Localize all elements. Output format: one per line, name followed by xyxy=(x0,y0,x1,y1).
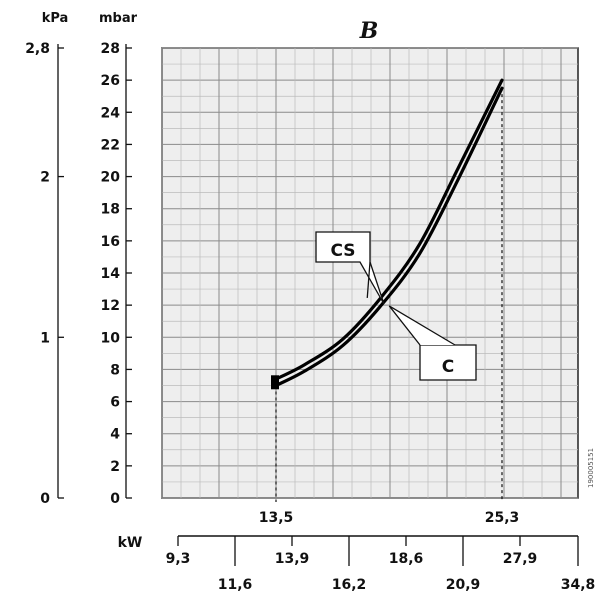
mbar-tick-label: 24 xyxy=(101,105,121,121)
callout-cs-label: CS xyxy=(330,241,355,261)
series-line-c xyxy=(274,86,504,388)
callout-cs-box xyxy=(315,231,385,305)
kw-row2-tick-label: 20,9 xyxy=(446,577,481,593)
kw-row2-tick-label: 11,6 xyxy=(218,577,253,593)
mbar-tick-label: 12 xyxy=(101,298,120,314)
kw-top-tick-label: 25,3 xyxy=(485,510,520,526)
callout-cs-pointer xyxy=(366,261,371,298)
callouts: CS C xyxy=(315,231,477,381)
kpa-tick-label: 2 xyxy=(40,170,50,186)
side-code: 190005151 xyxy=(587,448,595,488)
mbar-tick-label: 8 xyxy=(110,362,120,378)
series-line-cs xyxy=(274,78,504,381)
kpa-unit-label: kPa xyxy=(42,11,69,26)
start-marker xyxy=(271,375,279,390)
mbar-tick-label: 28 xyxy=(101,41,120,57)
callout-c-box xyxy=(419,344,477,381)
kw-row2-tick-label: 34,8 xyxy=(561,577,596,593)
mbar-tick-label: 18 xyxy=(101,202,120,218)
kw-row1-tick-label: 27,9 xyxy=(503,551,538,567)
kpa-tick-label: 0 xyxy=(40,491,50,507)
mbar-tick-label: 22 xyxy=(101,137,120,153)
mbar-tick-label: 26 xyxy=(101,73,120,89)
kpa-tick-label: 1 xyxy=(40,330,50,346)
kw-unit-label: kW xyxy=(118,535,143,551)
chart-title: B xyxy=(359,18,379,44)
callout-c-pointer xyxy=(388,305,456,346)
series-group xyxy=(271,78,504,390)
mbar-tick-label: 14 xyxy=(101,266,121,282)
mbar-tick-label: 4 xyxy=(110,427,120,443)
plot-grid xyxy=(161,47,579,499)
kw-row1-tick-label: 18,6 xyxy=(389,551,424,567)
kw-row1-tick-label: 13,9 xyxy=(275,551,310,567)
mbar-tick-label: 2 xyxy=(110,459,120,475)
kw-top-tick-label: 13,5 xyxy=(259,510,294,526)
mbar-tick-label: 0 xyxy=(110,491,120,507)
mbar-tick-label: 10 xyxy=(101,330,121,346)
mbar-tick-label: 16 xyxy=(101,234,120,250)
kw-row2-tick-label: 16,2 xyxy=(332,577,367,593)
callout-c-label: C xyxy=(442,357,454,377)
mbar-unit-label: mbar xyxy=(99,11,138,26)
kpa-tick-label: 2,8 xyxy=(25,41,50,57)
kw-row1-tick-label: 9,3 xyxy=(166,551,191,567)
mbar-tick-label: 6 xyxy=(110,395,120,411)
mbar-tick-label: 20 xyxy=(101,170,121,186)
